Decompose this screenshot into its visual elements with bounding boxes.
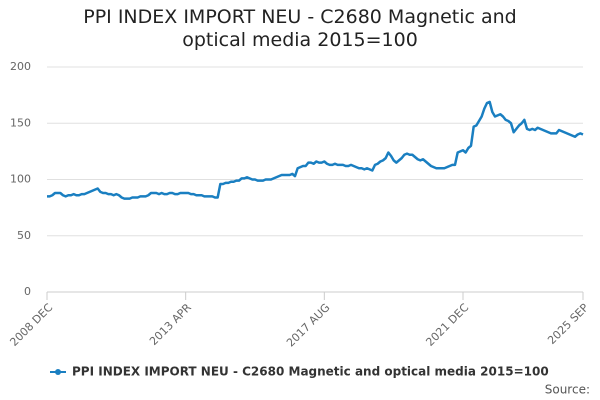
legend-marker (55, 369, 61, 375)
y-tick-label: 150 (10, 116, 31, 129)
y-tick-label: 200 (10, 60, 31, 73)
y-tick-label: 50 (17, 229, 31, 242)
chart-title: PPI INDEX IMPORT NEU - C2680 Magnetic an… (83, 6, 517, 51)
x-tick-label: 2025 SEP (545, 301, 591, 347)
data-line (47, 100, 584, 200)
y-tick-label: 100 (10, 173, 31, 186)
x-tick-label: 2021 DEC (423, 301, 471, 349)
x-tick-label: 2013 APR (147, 301, 194, 348)
x-tick-label: 2008 DEC (7, 301, 55, 349)
source: Source: (545, 383, 590, 397)
y-tick-label: 0 (24, 285, 31, 298)
legend-label: PPI INDEX IMPORT NEU - C2680 Magnetic an… (72, 365, 549, 379)
x-tick-label: 2017 AUG (284, 301, 333, 350)
